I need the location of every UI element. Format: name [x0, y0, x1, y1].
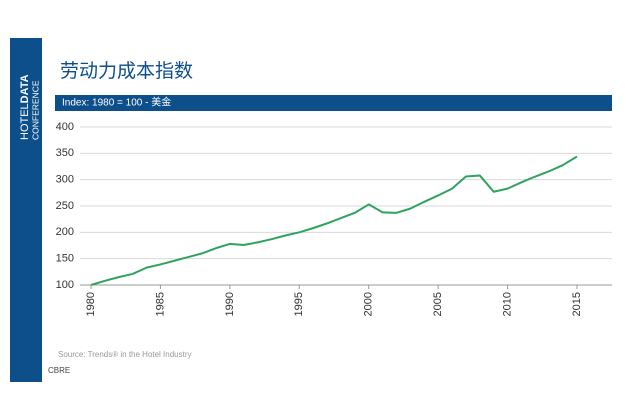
x-tick-label: 2015 — [571, 292, 583, 316]
footer: CBRE — [48, 366, 70, 375]
y-tick-label: 200 — [56, 226, 74, 238]
x-tick-label: 2005 — [432, 292, 444, 316]
logo-panel — [10, 38, 42, 382]
y-tick-label: 250 — [56, 200, 74, 212]
logo-light: HOTEL — [19, 103, 31, 140]
y-tick-label: 100 — [56, 279, 74, 291]
x-tick-label: 1995 — [293, 292, 305, 316]
chart-subtitle: Index: 1980 = 100 - 美金 — [62, 96, 171, 109]
y-tick-label: 350 — [56, 147, 74, 159]
data-line — [90, 155, 578, 286]
logo-text-2: CONFERENCE — [30, 80, 40, 140]
y-tick-label: 300 — [56, 174, 74, 186]
y-tick-label: 400 — [56, 121, 74, 133]
x-tick-label: 1980 — [85, 292, 97, 316]
logo-text: HOTELDATA — [19, 74, 31, 140]
x-tick-label: 1985 — [154, 292, 166, 316]
subtitle-band — [55, 95, 612, 111]
chart-title: 劳动力成本指数 — [60, 60, 193, 82]
logo-bold: DATA — [19, 74, 31, 103]
x-tick-label: 1990 — [224, 292, 236, 316]
x-tick-label: 2000 — [363, 292, 375, 316]
y-tick-label: 150 — [56, 253, 74, 265]
x-tick-label: 2010 — [501, 292, 513, 316]
source-note: Source: Trends® in the Hotel Industry — [58, 350, 192, 359]
